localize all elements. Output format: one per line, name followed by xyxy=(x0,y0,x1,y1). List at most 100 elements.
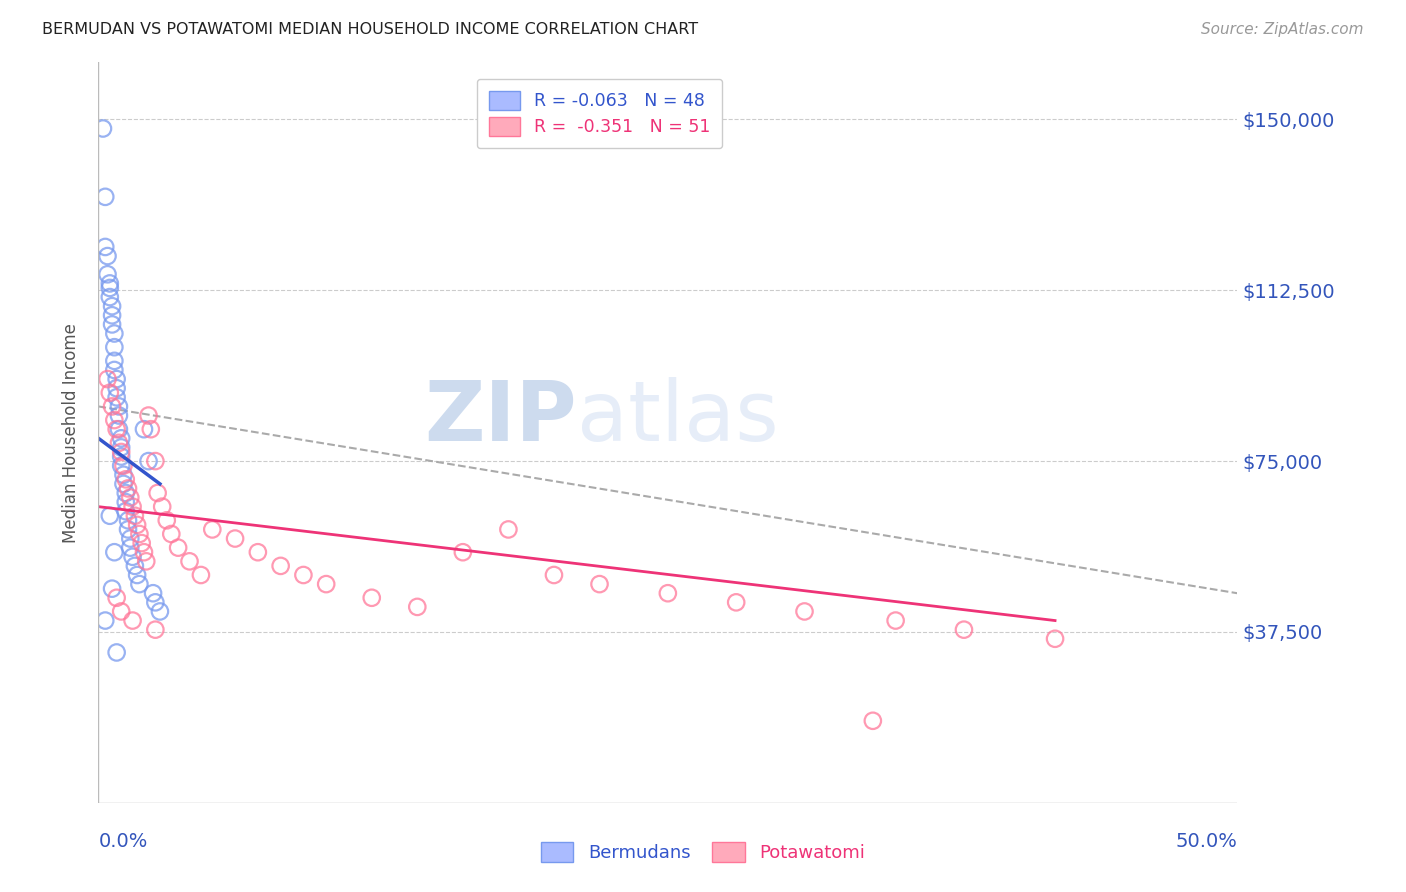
Point xyxy=(128,527,150,541)
Point xyxy=(135,554,157,568)
Point xyxy=(117,513,139,527)
Point xyxy=(124,558,146,573)
Point xyxy=(498,523,520,537)
Point xyxy=(131,536,153,550)
Point xyxy=(657,586,679,600)
Point xyxy=(146,486,169,500)
Text: 50.0%: 50.0% xyxy=(1175,832,1237,851)
Point xyxy=(108,435,131,450)
Point xyxy=(132,545,155,559)
Text: 0.0%: 0.0% xyxy=(98,832,148,851)
Point xyxy=(224,532,246,546)
Point xyxy=(112,458,135,473)
Point xyxy=(360,591,382,605)
Point xyxy=(94,240,117,254)
Point xyxy=(103,363,125,377)
Y-axis label: Median Household Income: Median Household Income xyxy=(62,323,80,542)
Point xyxy=(112,476,135,491)
Point xyxy=(103,545,125,559)
Point xyxy=(96,249,118,263)
Point xyxy=(98,277,121,291)
Point xyxy=(101,308,124,322)
Point xyxy=(124,508,146,523)
Point xyxy=(114,504,136,518)
Point xyxy=(98,290,121,304)
Point xyxy=(94,614,117,628)
Point xyxy=(156,513,179,527)
Point xyxy=(120,541,142,555)
Point xyxy=(110,441,132,455)
Point xyxy=(101,582,124,596)
Point xyxy=(127,568,149,582)
Point xyxy=(112,467,135,482)
Point xyxy=(127,517,149,532)
Point xyxy=(114,472,136,486)
Point xyxy=(543,568,565,582)
Point xyxy=(103,340,125,354)
Point xyxy=(138,454,160,468)
Point xyxy=(117,523,139,537)
Point xyxy=(91,121,114,136)
Point xyxy=(145,595,167,609)
Point xyxy=(138,409,160,423)
Point xyxy=(96,372,118,386)
Point xyxy=(105,645,128,659)
Point xyxy=(953,623,976,637)
Point xyxy=(793,604,815,618)
Point xyxy=(190,568,212,582)
Point xyxy=(121,614,143,628)
Point xyxy=(98,281,121,295)
Point xyxy=(725,595,748,609)
Point xyxy=(103,413,125,427)
Text: ZIP: ZIP xyxy=(425,377,576,458)
Point xyxy=(110,458,132,473)
Point xyxy=(145,454,167,468)
Point xyxy=(167,541,190,555)
Point xyxy=(110,604,132,618)
Text: BERMUDAN VS POTAWATOMI MEDIAN HOUSEHOLD INCOME CORRELATION CHART: BERMUDAN VS POTAWATOMI MEDIAN HOUSEHOLD … xyxy=(42,22,699,37)
Point xyxy=(120,532,142,546)
Point xyxy=(105,372,128,386)
Point xyxy=(121,500,143,514)
Point xyxy=(105,390,128,404)
Point xyxy=(120,491,142,505)
Point xyxy=(862,714,884,728)
Point xyxy=(117,482,139,496)
Point xyxy=(101,400,124,414)
Point xyxy=(588,577,610,591)
Point xyxy=(96,268,118,282)
Point xyxy=(114,495,136,509)
Point xyxy=(108,409,131,423)
Point xyxy=(179,554,201,568)
Point xyxy=(121,549,143,564)
Point xyxy=(142,586,165,600)
Point xyxy=(101,299,124,313)
Point xyxy=(103,354,125,368)
Point xyxy=(101,318,124,332)
Point xyxy=(94,190,117,204)
Legend: R = -0.063   N = 48, R =  -0.351   N = 51: R = -0.063 N = 48, R = -0.351 N = 51 xyxy=(477,78,723,148)
Point xyxy=(108,400,131,414)
Point xyxy=(139,422,162,436)
Point xyxy=(201,523,224,537)
Point xyxy=(1043,632,1066,646)
Point xyxy=(110,431,132,445)
Point xyxy=(149,604,172,618)
Point xyxy=(105,422,128,436)
Point xyxy=(292,568,315,582)
Point xyxy=(145,623,167,637)
Point xyxy=(114,486,136,500)
Point xyxy=(406,599,429,614)
Text: Source: ZipAtlas.com: Source: ZipAtlas.com xyxy=(1201,22,1364,37)
Point xyxy=(150,500,173,514)
Point xyxy=(270,558,292,573)
Text: atlas: atlas xyxy=(576,377,779,458)
Point xyxy=(132,422,155,436)
Point xyxy=(128,577,150,591)
Point xyxy=(103,326,125,341)
Point xyxy=(108,422,131,436)
Point xyxy=(110,450,132,464)
Point xyxy=(884,614,907,628)
Point xyxy=(98,508,121,523)
Point xyxy=(110,445,132,459)
